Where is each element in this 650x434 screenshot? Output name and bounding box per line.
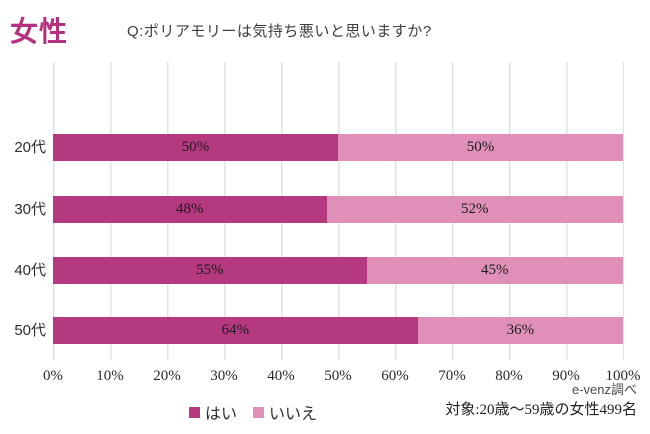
x-tick-label: 10% <box>96 368 124 384</box>
bar-value-label: 64% <box>221 322 250 338</box>
x-tick-label: 80% <box>495 368 523 384</box>
plot-area: 50% 50% 48% 52% 55% 45% 64% 36% <box>53 62 624 360</box>
x-tick-label: 70% <box>438 368 466 384</box>
survey-target: 対象:20歳〜59歳の女性499名 <box>445 401 637 418</box>
y-axis-category-labels: 20代 30代 40代 50代 <box>0 62 46 360</box>
bar-segment-yes[interactable]: 50% <box>53 134 338 161</box>
bar-row: 50% 50% <box>53 134 623 161</box>
category-label-30s: 30代 <box>14 201 46 218</box>
x-tick-label: 100% <box>605 368 641 384</box>
legend-swatch-yes-icon <box>188 406 200 418</box>
bar-segment-yes[interactable]: 64% <box>53 317 418 344</box>
x-tick-label: 60% <box>381 368 409 384</box>
legend-item-no[interactable]: いいえ <box>253 400 317 424</box>
bar-segment-no[interactable]: 50% <box>338 134 623 161</box>
bar-segment-yes[interactable]: 48% <box>53 196 327 223</box>
x-tick-label: 30% <box>210 368 238 384</box>
bar-row: 55% 45% <box>53 257 623 284</box>
chart-legend: はい いいえ <box>53 400 453 424</box>
bar-row: 48% 52% <box>53 196 623 223</box>
bar-value-label: 50% <box>181 139 210 155</box>
page-title: 女性 <box>10 16 69 47</box>
bar-segment-no[interactable]: 45% <box>366 257 623 284</box>
legend-label-no: いいえ <box>269 406 318 423</box>
category-label-40s: 40代 <box>14 262 46 279</box>
bar-segment-no[interactable]: 52% <box>326 196 623 223</box>
bar-value-label: 45% <box>481 262 509 278</box>
x-tick-label: 20% <box>153 368 181 384</box>
x-tick-label: 0% <box>43 368 63 384</box>
bar-value-label: 48% <box>176 201 204 217</box>
source-credit: e-venz調べ <box>571 382 637 397</box>
x-tick-label: 90% <box>552 368 580 384</box>
bar-row: 64% 36% <box>53 317 623 344</box>
bar-segment-yes[interactable]: 55% <box>53 257 367 284</box>
source-note: e-venz調べ 対象:20歳〜59歳の女性499名 <box>445 381 637 422</box>
legend-label-yes: はい <box>204 406 237 423</box>
chart-question: Q:ポリアモリーは気持ち悪いと思いますか? <box>127 23 432 40</box>
bar-value-label: 55% <box>196 262 224 278</box>
bar-segment-no[interactable]: 36% <box>417 317 623 344</box>
bar-value-label: 52% <box>461 201 489 217</box>
category-label-20s: 20代 <box>14 139 46 156</box>
x-tick-label: 50% <box>324 368 352 384</box>
category-label-50s: 50代 <box>14 322 46 339</box>
bar-value-label: 50% <box>466 139 495 155</box>
x-tick-label: 40% <box>267 368 295 384</box>
x-axis: 0% 10% 20% 30% 40% 50% 60% 70% 80% 90% 1… <box>43 368 641 388</box>
bar-value-label: 36% <box>506 322 535 338</box>
legend-swatch-no-icon <box>253 406 264 418</box>
legend-item-yes[interactable]: はい <box>188 400 237 424</box>
